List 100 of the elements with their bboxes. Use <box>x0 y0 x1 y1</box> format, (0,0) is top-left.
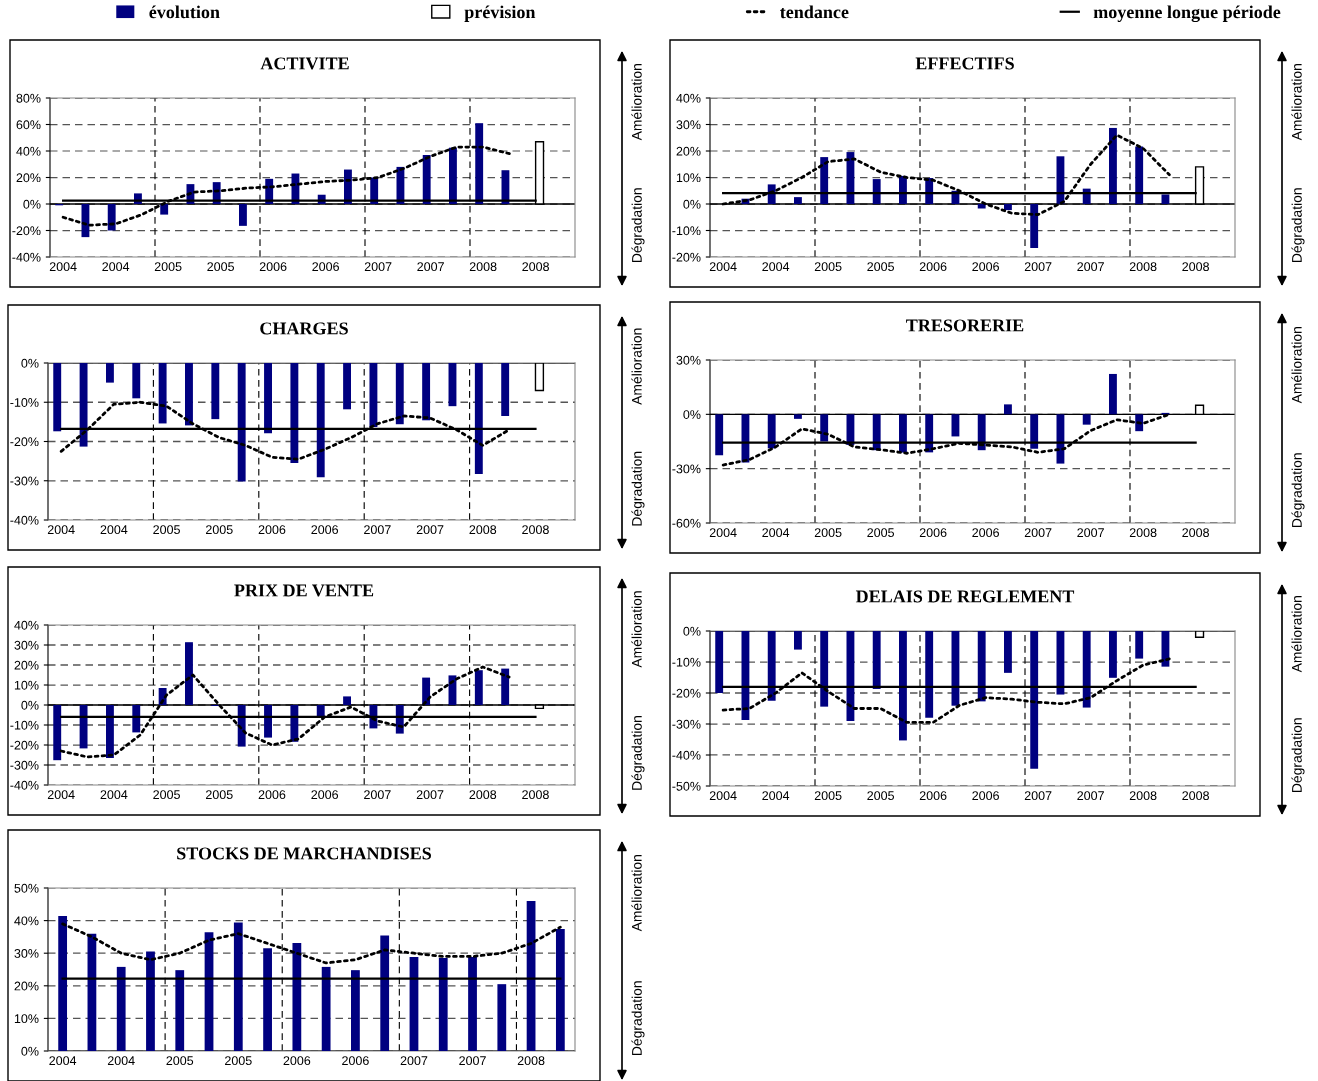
x-tick-label: 2008 <box>1182 262 1209 272</box>
x-tick-label: 2005 <box>814 791 842 801</box>
bar <box>468 957 477 1051</box>
bar <box>175 970 185 1051</box>
text: Dégradation <box>631 716 645 790</box>
bar <box>79 705 88 749</box>
y-tick-label: -10% <box>10 720 39 730</box>
bar <box>1004 404 1012 415</box>
x-tick-label: 2005 <box>153 525 180 535</box>
x-tick-label: 2007 <box>1024 791 1052 801</box>
x-tick-label: 2006 <box>342 1056 369 1066</box>
x-tick-label: 2004 <box>100 790 128 800</box>
y-tick-label: -30% <box>672 464 701 474</box>
text: Dégradation <box>631 981 645 1055</box>
y-tick-label: -20% <box>12 226 41 236</box>
text: Amélioration <box>1291 327 1302 404</box>
legend-label: évolution <box>149 5 220 19</box>
x-tick-label: 2005 <box>814 262 842 272</box>
bar <box>794 197 802 204</box>
y-tick-label: 30% <box>676 120 701 130</box>
x-tick-label: 2007 <box>1024 262 1052 272</box>
x-tick-label: 2005 <box>867 791 895 801</box>
y-tick-label: 20% <box>14 981 39 991</box>
chart-title: EFFECTIFS <box>915 57 1014 70</box>
x-tick-label: 2008 <box>1129 791 1157 801</box>
bar <box>846 152 855 204</box>
x-tick-label: 2007 <box>1077 528 1104 538</box>
bar <box>449 147 457 204</box>
x-tick-label: 2005 <box>154 262 182 272</box>
x-tick-label: 2007 <box>364 262 392 272</box>
y-tick-label: 30% <box>14 640 39 650</box>
x-tick-label: 2007 <box>364 525 391 535</box>
bar <box>233 922 243 1051</box>
bar <box>422 154 431 204</box>
bar <box>132 705 141 733</box>
text: Dégradation <box>1291 188 1305 262</box>
x-tick-label: 2005 <box>814 528 842 538</box>
x-tick-label: 2006 <box>972 791 999 801</box>
text: Amélioration <box>631 591 642 668</box>
y-tick-label: -20% <box>10 437 39 447</box>
y-tick-label: 0% <box>21 1046 39 1056</box>
y-tick-label: 0% <box>683 626 701 636</box>
y-tick-label: -30% <box>10 476 39 486</box>
text: Dégradation <box>1291 718 1305 792</box>
legend-label: moyenne longue période <box>1093 5 1281 23</box>
bar <box>116 966 126 1051</box>
x-tick-label: 2004 <box>709 528 737 538</box>
x-tick-label: 2005 <box>206 790 233 800</box>
bar <box>438 958 448 1051</box>
bar <box>1082 414 1091 425</box>
bar <box>105 705 114 758</box>
y-tick-label: 0% <box>683 199 701 209</box>
y-tick-label: 40% <box>676 93 701 103</box>
legend-label: prévision <box>464 5 536 22</box>
x-tick-label: 2008 <box>522 262 549 272</box>
bar <box>872 179 881 204</box>
y-tick-label: -40% <box>12 252 41 262</box>
x-tick-label: 2008 <box>1182 528 1209 538</box>
x-tick-label: 2005 <box>867 528 895 538</box>
y-tick-label: -40% <box>10 780 39 790</box>
x-tick-label: 2004 <box>709 791 737 801</box>
chart-title: TRESORERIE <box>906 319 1024 332</box>
y-tick-label: 0% <box>23 199 41 209</box>
y-tick-label: 10% <box>14 1014 39 1024</box>
x-tick-label: 2006 <box>259 262 287 272</box>
x-tick-label: 2008 <box>1129 528 1157 538</box>
x-tick-label: 2006 <box>972 528 999 538</box>
x-tick-label: 2004 <box>709 262 737 272</box>
y-tick-label: 20% <box>676 146 701 156</box>
bar <box>53 705 62 761</box>
y-tick-label: -10% <box>10 398 39 407</box>
x-tick-label: 2007 <box>1077 262 1104 272</box>
chart-title: STOCKS DE MARCHANDISES <box>177 847 431 860</box>
x-tick-label: 2006 <box>283 1056 311 1066</box>
y-tick-label: 0% <box>21 358 39 368</box>
bar <box>497 984 507 1051</box>
x-tick-label: 2006 <box>258 790 286 800</box>
legend-label: tendance <box>780 5 849 19</box>
y-tick-label: 20% <box>14 660 39 670</box>
bar <box>380 935 390 1051</box>
bar <box>1135 146 1144 204</box>
bar <box>351 970 360 1051</box>
bar <box>237 705 246 747</box>
bar <box>321 966 331 1051</box>
bar <box>475 123 484 204</box>
bar <box>1109 373 1117 415</box>
x-tick-label: 2007 <box>400 1056 428 1066</box>
x-tick-label: 2005 <box>867 262 895 272</box>
x-tick-label: 2008 <box>517 1056 545 1066</box>
y-tick-label: 10% <box>14 680 39 690</box>
chart-title: DELAIS DE REGLEMENT <box>855 590 1075 603</box>
x-tick-label: 2005 <box>166 1056 194 1066</box>
bar <box>555 929 565 1051</box>
x-tick-label: 2007 <box>364 790 391 800</box>
x-tick-label: 2004 <box>107 1056 135 1066</box>
x-tick-label: 2007 <box>416 790 444 800</box>
x-tick-label: 2005 <box>225 1056 252 1066</box>
y-tick-label: 30% <box>14 949 39 958</box>
bar <box>501 170 510 204</box>
y-tick-label: 40% <box>14 916 39 926</box>
